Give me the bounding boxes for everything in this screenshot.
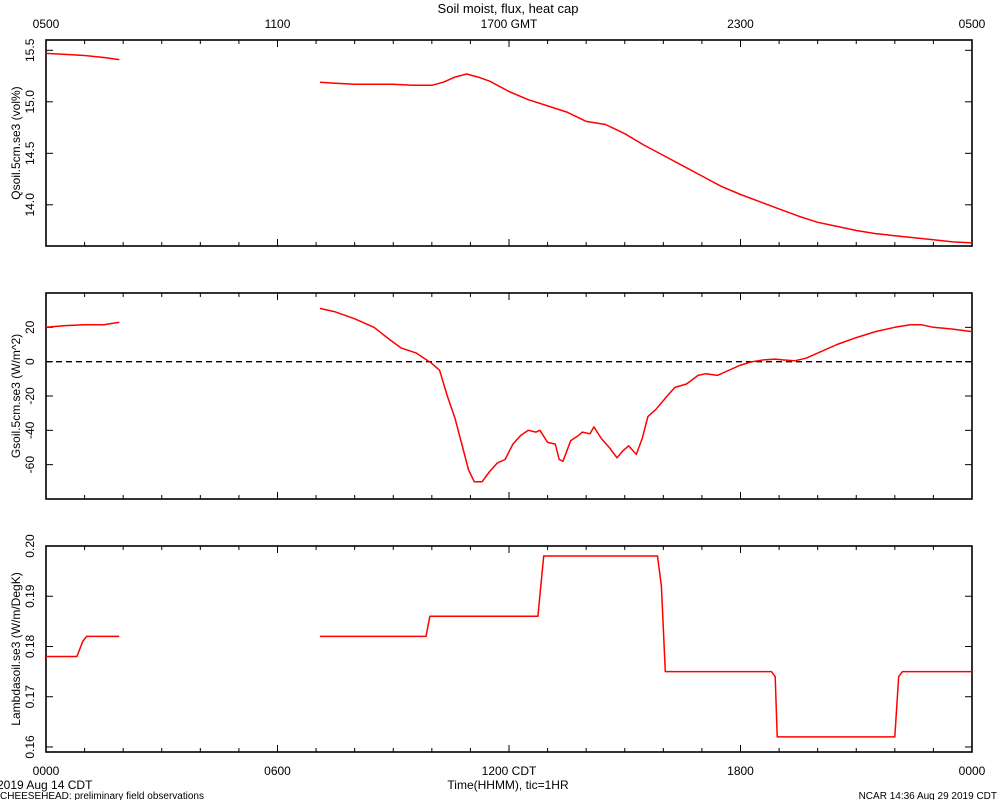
y-tick-label: 0.16 bbox=[23, 735, 37, 759]
y-axis-label: Qsoil.5cm.se3 (vol%) bbox=[9, 86, 23, 199]
y-tick-label: 0.17 bbox=[23, 685, 37, 709]
series-line bbox=[45, 321, 120, 329]
y-tick-label: 14.5 bbox=[23, 141, 37, 165]
plot-frame bbox=[45, 545, 973, 753]
top-gmt-axis: 0500 1100 1700 GMT 2300 0500 bbox=[33, 17, 986, 31]
y-tick-label: 0.18 bbox=[23, 634, 37, 658]
date-label: 2019 Aug 14 CDT bbox=[0, 778, 93, 792]
plot-frame bbox=[45, 292, 973, 500]
bottom-tick-label: 0000 bbox=[959, 764, 986, 778]
y-axis-label: Lambdasoil.se3 (W/m/DegK) bbox=[9, 572, 23, 725]
top-tick-label: 2300 bbox=[727, 17, 754, 31]
bottom-tick-label: 0600 bbox=[264, 764, 291, 778]
y-tick-label: 15.0 bbox=[23, 90, 37, 114]
y-tick-label: 20 bbox=[23, 320, 37, 334]
top-tick-label: 0500 bbox=[33, 17, 60, 31]
y-tick-label: -60 bbox=[23, 456, 37, 474]
y-tick-label: 0.20 bbox=[23, 534, 37, 558]
series-line bbox=[319, 555, 972, 738]
bottom-cdt-axis: 0000 0600 1200 CDT 1800 0000 bbox=[33, 764, 986, 778]
bottom-tick-label: 1800 bbox=[727, 764, 754, 778]
plot-frame bbox=[45, 39, 973, 247]
y-tick-label: 15.5 bbox=[23, 38, 37, 62]
series-line bbox=[319, 307, 973, 483]
chart-title: Soil moist, flux, heat cap bbox=[438, 1, 579, 16]
y-tick-label: -40 bbox=[23, 421, 37, 439]
footer-right: NCAR 14:36 Aug 29 2019 CDT bbox=[859, 791, 997, 800]
y-tick-label: 0.19 bbox=[23, 584, 37, 608]
series-line bbox=[319, 73, 973, 244]
series-line bbox=[45, 52, 120, 61]
top-tick-label: 1100 bbox=[265, 17, 291, 31]
y-tick-label: -20 bbox=[23, 387, 37, 405]
footer-left: CHEESEHEAD: preliminary field observatio… bbox=[0, 791, 204, 800]
y-tick-label: 0 bbox=[23, 358, 37, 365]
top-tick-label: 1700 GMT bbox=[481, 17, 538, 31]
y-axis-label: Gsoil.5cm.se3 (W/m^2) bbox=[9, 334, 23, 458]
series-line bbox=[46, 635, 120, 658]
panel-1: 14.0 14.5 15.0 15.5 Qsoil.5cm.se3 (vol%) bbox=[9, 38, 973, 247]
y-tick-label: 14.0 bbox=[23, 193, 37, 217]
top-tick-label: 0500 bbox=[959, 17, 986, 31]
bottom-tick-label: 1200 CDT bbox=[482, 764, 537, 778]
x-axis-label: Time(HHMM), tic=1HR bbox=[447, 778, 569, 792]
bottom-tick-label: 0000 bbox=[33, 764, 60, 778]
